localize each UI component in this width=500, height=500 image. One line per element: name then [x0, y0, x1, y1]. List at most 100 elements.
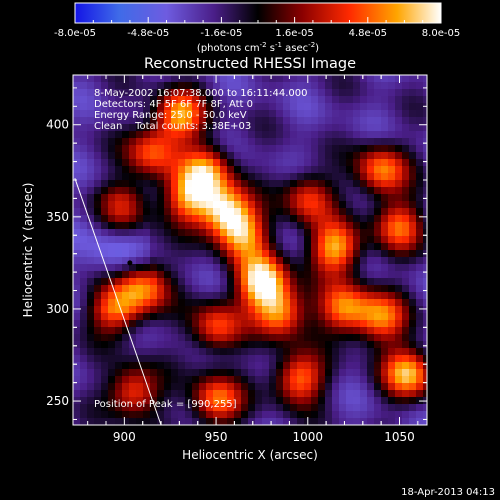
heatmap-cell	[234, 201, 242, 209]
heatmap-cell	[332, 383, 340, 391]
heatmap-cell	[129, 96, 137, 104]
heatmap-cell	[290, 292, 298, 300]
heatmap-cell	[248, 96, 256, 104]
heatmap-cell	[353, 159, 361, 167]
heatmap-cell	[346, 327, 354, 335]
heatmap-cell	[367, 341, 375, 349]
heatmap-cell	[206, 306, 214, 314]
heatmap-cell	[318, 397, 326, 405]
heatmap-cell	[234, 397, 242, 405]
heatmap-cell	[304, 152, 312, 160]
heatmap-cell	[136, 362, 144, 370]
heatmap-cell	[346, 152, 354, 160]
heatmap-cell	[143, 222, 151, 230]
heatmap-cell	[255, 264, 263, 272]
heatmap-cell	[318, 264, 326, 272]
heatmap-cell	[311, 159, 319, 167]
heatmap-cell	[101, 264, 109, 272]
heatmap-cell	[164, 327, 172, 335]
heatmap-cell	[423, 222, 427, 230]
heatmap-cell	[213, 341, 221, 349]
heatmap-cell	[332, 166, 340, 174]
heatmap-cell	[346, 376, 354, 384]
heatmap-cell	[164, 131, 172, 139]
heatmap-cell	[332, 138, 340, 146]
heatmap-cell	[283, 117, 291, 125]
heatmap-cell	[374, 355, 382, 363]
heatmap-cell	[395, 313, 403, 321]
heatmap-cell	[164, 341, 172, 349]
heatmap-cell	[136, 369, 144, 377]
heatmap-cell	[416, 75, 424, 83]
heatmap-cell	[164, 145, 172, 153]
heatmap-cell	[339, 418, 347, 425]
heatmap-cell	[346, 250, 354, 258]
heatmap-cell	[339, 369, 347, 377]
heatmap-cell	[332, 348, 340, 356]
heatmap-cell	[171, 75, 179, 83]
heatmap-cell	[171, 383, 179, 391]
heatmap-cell	[178, 229, 186, 237]
heatmap-cell	[290, 75, 298, 83]
heatmap-cell	[73, 229, 81, 237]
heatmap-cell	[164, 82, 172, 90]
heatmap-cell	[115, 145, 123, 153]
heatmap-cell	[290, 383, 298, 391]
heatmap-cell	[353, 124, 361, 132]
heatmap-cell	[136, 376, 144, 384]
heatmap-cell	[297, 362, 305, 370]
heatmap-cell	[276, 257, 284, 265]
heatmap-cell	[339, 334, 347, 342]
heatmap-cell	[192, 313, 200, 321]
heatmap-cell	[227, 292, 235, 300]
heatmap-cell	[276, 383, 284, 391]
heatmap-cell	[227, 96, 235, 104]
heatmap-cell	[409, 103, 417, 111]
heatmap-cell	[367, 306, 375, 314]
heatmap-cell	[143, 96, 151, 104]
heatmap-cell	[171, 82, 179, 90]
heatmap-cell	[171, 341, 179, 349]
heatmap-cell	[262, 362, 270, 370]
heatmap-cell	[409, 264, 417, 272]
heatmap-cell	[388, 89, 396, 97]
heatmap-cell	[80, 187, 88, 195]
heatmap-cell	[269, 166, 277, 174]
heatmap-cell	[101, 411, 109, 419]
heatmap-cell	[115, 348, 123, 356]
heatmap-cell	[115, 110, 123, 118]
heatmap-cell	[269, 194, 277, 202]
heatmap-cell	[73, 411, 81, 419]
heatmap-cell	[276, 131, 284, 139]
heatmap-cell	[262, 348, 270, 356]
heatmap-cell	[213, 187, 221, 195]
heatmap-cell	[185, 229, 193, 237]
heatmap-cell	[129, 229, 137, 237]
heatmap-cell	[416, 180, 424, 188]
heatmap-cell	[192, 299, 200, 307]
heatmap-cell	[192, 208, 200, 216]
heatmap-cell	[129, 89, 137, 97]
heatmap-cell	[234, 362, 242, 370]
heatmap-cell	[171, 117, 179, 125]
heatmap-cell	[325, 376, 333, 384]
heatmap-cell	[108, 229, 116, 237]
heatmap-cell	[108, 390, 116, 398]
heatmap-cell	[115, 194, 123, 202]
heatmap-cell	[164, 348, 172, 356]
heatmap-cell	[122, 341, 130, 349]
heatmap-cell	[185, 390, 193, 398]
heatmap-cell	[304, 271, 312, 279]
heatmap-cell	[276, 152, 284, 160]
heatmap-cell	[199, 320, 207, 328]
heatmap-cell	[87, 201, 95, 209]
heatmap-cell	[374, 418, 382, 425]
heatmap-cell	[213, 390, 221, 398]
heatmap-cell	[129, 75, 137, 83]
heatmap-cell	[206, 187, 214, 195]
heatmap-cell	[185, 89, 193, 97]
heatmap-cell	[199, 376, 207, 384]
heatmap-cell	[234, 418, 242, 425]
heatmap-cell	[290, 82, 298, 90]
heatmap-cell	[101, 369, 109, 377]
